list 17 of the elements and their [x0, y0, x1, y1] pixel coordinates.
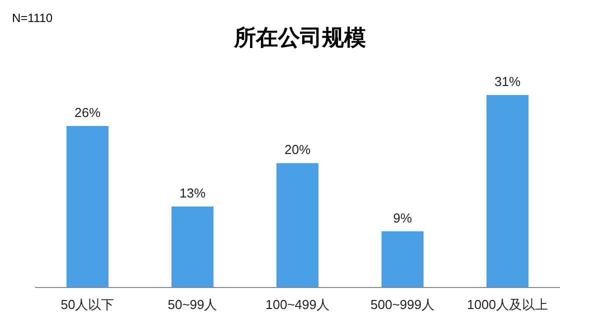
x-tick-label: 50人以下 — [60, 297, 114, 312]
data-label: 20% — [284, 142, 311, 158]
text: N=1110 — [12, 11, 53, 25]
bar — [486, 95, 528, 287]
data-label: 26% — [74, 104, 101, 120]
x-tick-label: 50~99人 — [168, 297, 218, 312]
x-tick-label: 1000人及以上 — [467, 297, 548, 312]
data-label: 9% — [393, 210, 412, 226]
x-tick-label: 100~499人 — [266, 297, 330, 312]
bar — [276, 163, 318, 287]
data-label: 13% — [179, 185, 206, 200]
data-label: 31% — [494, 74, 521, 89]
bar — [172, 206, 214, 287]
bar — [66, 126, 108, 287]
x-tick-label: 500~999人 — [370, 297, 434, 312]
chart-title: 所在公司规模 — [233, 25, 366, 50]
bar — [382, 231, 424, 287]
